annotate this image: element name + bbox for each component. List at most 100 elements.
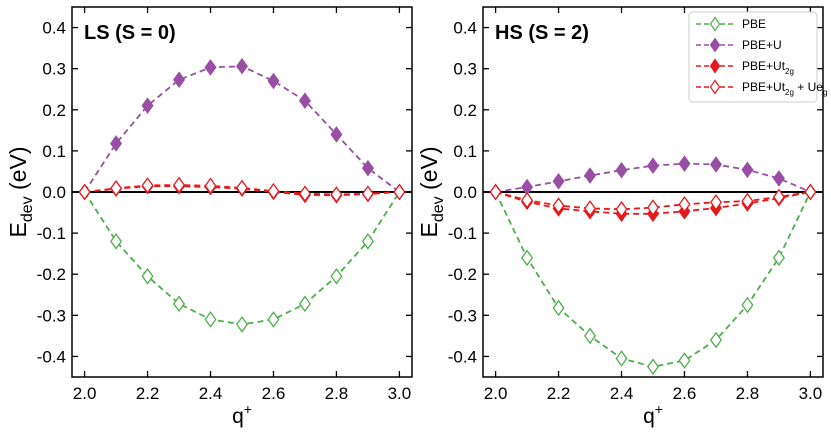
data-point	[173, 71, 186, 89]
data-point	[646, 157, 660, 174]
data-point	[584, 200, 597, 217]
x-tick-label: 2.6	[673, 384, 697, 403]
y-tick-label: 0.4	[42, 19, 66, 38]
legend-entry: PBE+Ut2g + Ueg	[696, 79, 827, 97]
data-point	[330, 267, 343, 285]
legend-box	[688, 11, 818, 103]
data-point	[298, 185, 311, 202]
data-point	[709, 331, 722, 349]
data-point	[78, 183, 91, 201]
data-point	[489, 183, 502, 201]
data-point	[173, 295, 186, 313]
data-point	[741, 192, 754, 210]
y-tick-label: -0.4	[448, 347, 477, 366]
y-tick-label: 0.1	[453, 142, 477, 161]
x-axis-label: q+	[232, 401, 252, 428]
legend-label: PBE+Ut2g + Ueg	[742, 80, 827, 97]
data-point	[678, 352, 691, 369]
data-point	[267, 311, 280, 328]
data-point	[584, 327, 597, 345]
data-point	[772, 249, 785, 267]
panel-ls: -0.4 -0.3 -0.2 -0.1 0.0 0.1 0.2 0.3 0.4 2.0 2.2 2.4…	[5, 6, 413, 428]
y-tick-label: -0.2	[37, 265, 66, 284]
x-tick-label: 2.0	[484, 384, 508, 403]
y-axis-label: Edev (eV)	[416, 147, 447, 238]
data-point	[615, 161, 628, 179]
legend-entry: PBE	[696, 16, 766, 32]
y-tick-label: 0.0	[42, 183, 66, 202]
data-point	[235, 57, 249, 75]
series-line-1	[83, 65, 400, 193]
legend-label: PBE	[742, 17, 766, 31]
y-tick-label: 0.0	[453, 183, 477, 202]
legend-entry: PBE+U	[696, 37, 782, 53]
x-tick-label: 3.0	[799, 384, 823, 403]
data-point	[521, 191, 534, 209]
y-tick-label: -0.2	[448, 265, 477, 284]
data-point	[141, 97, 154, 114]
data-point	[110, 135, 123, 152]
series-line-3	[84, 184, 400, 196]
data-point	[110, 179, 123, 197]
data-point	[235, 179, 249, 197]
panel-title: LS (S = 0)	[84, 22, 176, 44]
data-point	[330, 126, 343, 143]
data-point	[267, 182, 280, 200]
data-point	[772, 170, 785, 187]
legend-marker	[709, 79, 721, 95]
data-point	[361, 185, 374, 202]
x-tick-label: 3.0	[388, 384, 412, 403]
x-axis-label: q+	[643, 401, 663, 428]
data-point	[678, 155, 691, 172]
y-tick-label: 0.4	[453, 19, 477, 38]
data-point	[741, 161, 754, 179]
x-tick-label: 2.8	[325, 384, 349, 403]
y-tick-label: -0.3	[448, 306, 477, 325]
y-axis-label: Edev (eV)	[5, 147, 36, 238]
y-tick-label: 0.2	[453, 101, 477, 120]
legend-marker	[709, 37, 721, 53]
data-point	[646, 358, 660, 376]
x-tick-label: 2.2	[547, 384, 571, 403]
series-line-3	[495, 191, 811, 211]
legend-label: PBE+U	[742, 38, 782, 52]
y-tick-label: -0.1	[37, 224, 66, 243]
y-tick-label: -0.3	[37, 306, 66, 325]
x-tick-label: 2.0	[73, 384, 97, 403]
legend-marker	[709, 58, 721, 74]
series-line-0	[83, 191, 401, 326]
legend-entry: PBE+Ut2g	[696, 58, 794, 76]
data-point	[552, 197, 565, 214]
data-point	[330, 186, 343, 203]
data-point	[772, 188, 785, 206]
data-point	[584, 167, 597, 184]
legend-marker	[709, 16, 721, 32]
data-point	[204, 59, 217, 76]
panel-title: HS (S = 2)	[495, 22, 589, 44]
y-tick-label: 0.2	[42, 101, 66, 120]
data-point	[552, 299, 565, 317]
data-point	[204, 311, 217, 328]
data-point	[646, 199, 660, 216]
data-point	[204, 177, 217, 195]
y-tick-label: -0.1	[448, 224, 477, 243]
series-line-1	[495, 162, 811, 193]
x-tick-label: 2.6	[262, 384, 286, 403]
data-point	[615, 200, 628, 218]
data-point	[361, 159, 374, 177]
y-tick-label: 0.3	[42, 60, 66, 79]
data-point	[141, 267, 154, 285]
data-point	[173, 176, 186, 194]
x-tick-label: 2.4	[610, 384, 634, 403]
data-point	[709, 156, 722, 173]
data-point	[521, 249, 534, 267]
data-point	[267, 72, 280, 90]
data-point	[615, 350, 628, 367]
series-line-2	[495, 191, 811, 215]
data-point	[804, 183, 817, 201]
x-tick-label: 2.2	[136, 384, 160, 403]
data-point	[361, 233, 374, 250]
data-point	[393, 183, 406, 201]
data-point	[709, 193, 722, 211]
